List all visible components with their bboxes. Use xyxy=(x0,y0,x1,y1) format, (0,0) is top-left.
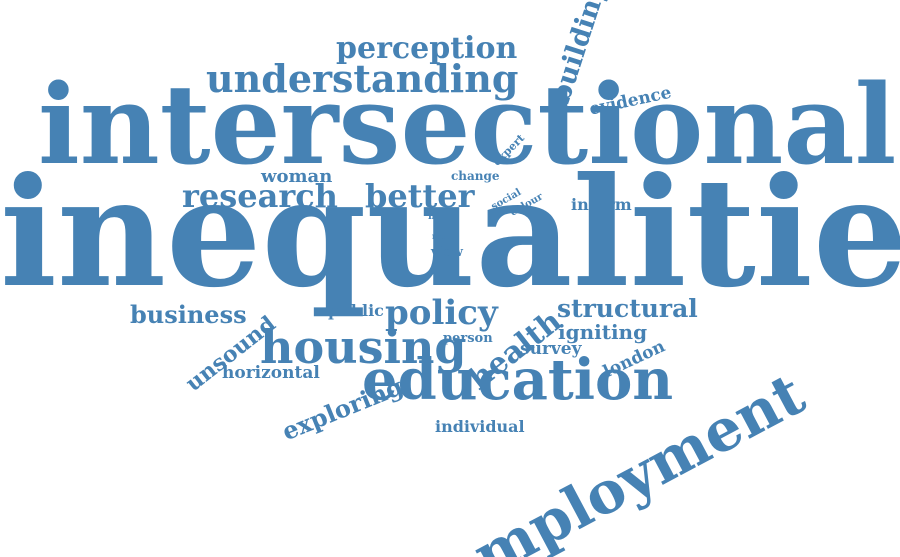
word-education: education xyxy=(362,347,674,413)
word-inequalities: inequalities xyxy=(0,145,900,321)
word-more: more xyxy=(428,211,457,222)
word-housing: housing xyxy=(260,320,467,374)
word-rest: rest xyxy=(432,231,450,241)
word-horizontal: horizontal xyxy=(222,363,320,383)
word-understanding: understanding xyxy=(206,56,519,101)
word-intersectional: intersectional xyxy=(38,60,897,189)
word-inform: inform xyxy=(571,195,632,214)
word-better: better xyxy=(365,177,475,215)
word-public: public xyxy=(328,301,384,320)
word-person: person xyxy=(443,331,493,346)
word-policy: policy xyxy=(385,293,498,333)
word-structural: structural xyxy=(557,294,698,323)
word-individual: individual xyxy=(435,417,525,436)
word-perception: perception xyxy=(336,31,518,66)
word-igniting: igniting xyxy=(558,320,648,344)
word-research: research xyxy=(182,177,338,215)
word-survey: survey xyxy=(520,339,582,359)
word-business: business xyxy=(130,300,247,329)
word-view: view xyxy=(431,245,463,260)
word-change: change xyxy=(451,169,500,183)
word-woman: woman xyxy=(261,166,333,187)
